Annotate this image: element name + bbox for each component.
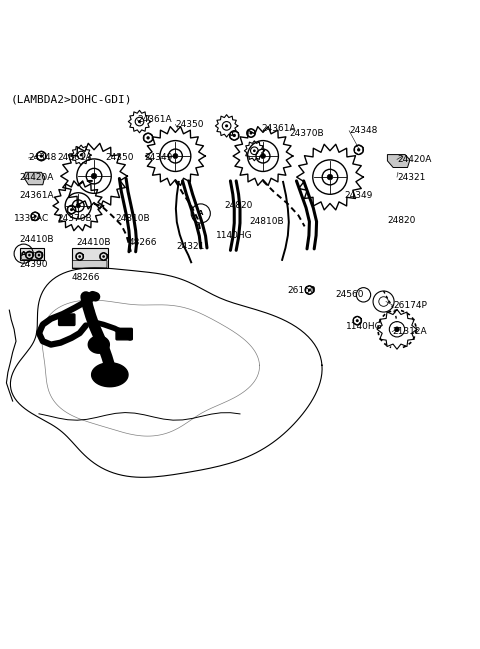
Text: 24361A: 24361A xyxy=(20,191,54,200)
Text: 48266: 48266 xyxy=(129,238,157,247)
FancyBboxPatch shape xyxy=(72,260,107,268)
Text: A: A xyxy=(21,251,26,256)
Text: 24820: 24820 xyxy=(387,215,416,225)
Text: 24321: 24321 xyxy=(397,173,425,182)
Circle shape xyxy=(34,215,36,218)
Circle shape xyxy=(80,154,83,156)
Circle shape xyxy=(233,134,236,137)
Text: 1140HG: 1140HG xyxy=(346,323,383,332)
Circle shape xyxy=(76,204,80,208)
Text: 21312A: 21312A xyxy=(392,327,427,336)
Circle shape xyxy=(78,255,81,258)
Circle shape xyxy=(356,319,359,322)
Circle shape xyxy=(37,254,40,256)
Text: 24420A: 24420A xyxy=(20,173,54,182)
Circle shape xyxy=(327,175,333,180)
Text: 24348: 24348 xyxy=(349,126,377,135)
Circle shape xyxy=(146,136,150,140)
Text: 24560: 24560 xyxy=(336,290,364,299)
Text: 24348: 24348 xyxy=(28,153,57,162)
FancyBboxPatch shape xyxy=(21,252,41,260)
Circle shape xyxy=(394,326,400,332)
Polygon shape xyxy=(88,336,109,353)
Polygon shape xyxy=(387,154,410,167)
FancyBboxPatch shape xyxy=(116,328,132,340)
Circle shape xyxy=(28,254,31,256)
Text: 24370B: 24370B xyxy=(57,214,92,223)
Circle shape xyxy=(102,255,105,258)
Text: 24361A: 24361A xyxy=(262,124,296,133)
Text: 24810B: 24810B xyxy=(116,214,150,223)
Circle shape xyxy=(40,154,43,158)
Text: 24390: 24390 xyxy=(20,260,48,269)
Circle shape xyxy=(138,120,141,123)
Text: 1338AC: 1338AC xyxy=(14,214,49,223)
Polygon shape xyxy=(92,363,128,387)
Circle shape xyxy=(261,154,265,158)
Text: 1140HG: 1140HG xyxy=(216,232,252,241)
Text: 24410B: 24410B xyxy=(76,238,111,247)
Text: 24420A: 24420A xyxy=(397,155,432,164)
Text: 24810B: 24810B xyxy=(250,217,284,226)
Polygon shape xyxy=(20,248,44,260)
Text: 24370B: 24370B xyxy=(289,129,324,138)
Circle shape xyxy=(253,149,256,152)
Polygon shape xyxy=(72,248,108,268)
Circle shape xyxy=(308,289,311,291)
Circle shape xyxy=(357,148,360,151)
Circle shape xyxy=(225,125,228,127)
FancyBboxPatch shape xyxy=(59,314,75,325)
Circle shape xyxy=(70,208,73,211)
Text: 48266: 48266 xyxy=(72,273,100,282)
Text: A: A xyxy=(198,210,204,217)
Polygon shape xyxy=(24,172,45,185)
Circle shape xyxy=(91,173,97,179)
Text: 24350: 24350 xyxy=(105,153,133,162)
Circle shape xyxy=(250,132,252,134)
Circle shape xyxy=(173,154,178,158)
Text: 24361A: 24361A xyxy=(57,153,92,162)
Text: 26174P: 26174P xyxy=(393,301,427,310)
Text: 26160: 26160 xyxy=(287,286,315,295)
Text: (LAMBDA2>DOHC-GDI): (LAMBDA2>DOHC-GDI) xyxy=(10,95,132,104)
Text: 24361A: 24361A xyxy=(137,115,172,124)
Text: 24321: 24321 xyxy=(177,243,205,251)
Text: 24350: 24350 xyxy=(175,120,204,129)
Text: 24349: 24349 xyxy=(144,153,173,162)
Text: 24410B: 24410B xyxy=(20,235,54,244)
Text: 24349: 24349 xyxy=(344,191,372,200)
Text: 24820: 24820 xyxy=(225,201,253,210)
